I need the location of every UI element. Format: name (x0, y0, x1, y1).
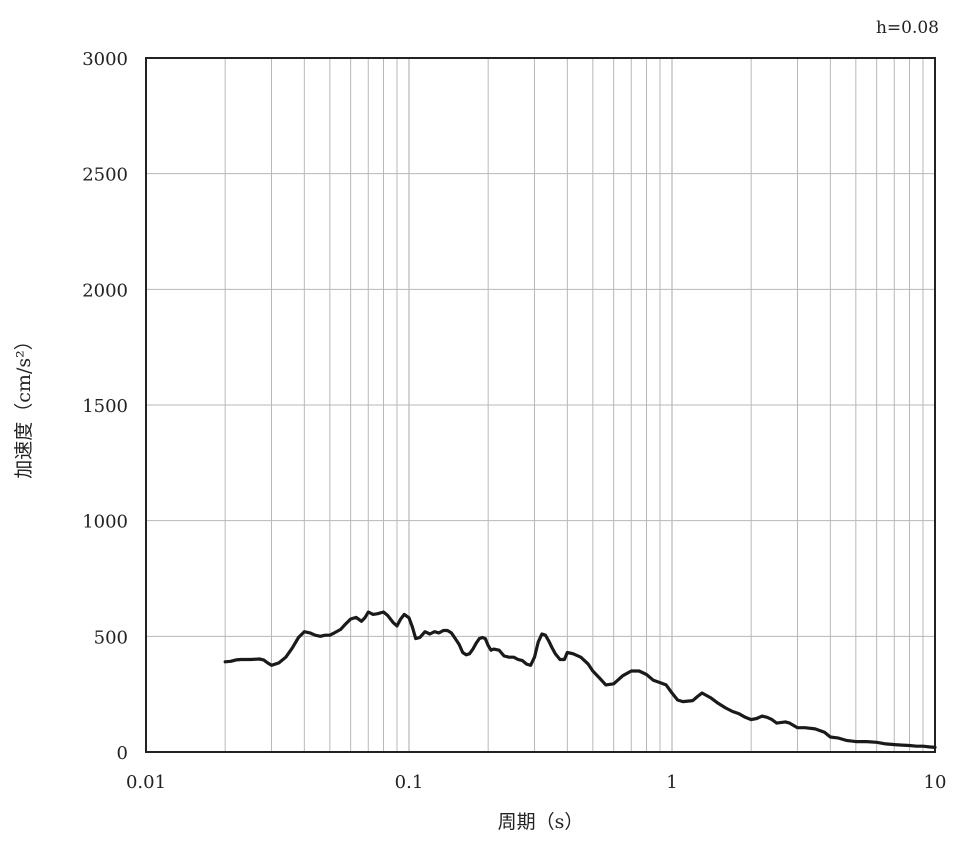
y-tick-label: 500 (94, 627, 128, 648)
y-tick-label: 1500 (82, 396, 128, 417)
y-tick-label: 0 (117, 743, 128, 764)
y-tick-label: 3000 (82, 49, 128, 70)
x-tick-label: 0.1 (395, 772, 424, 793)
x-tick-label: 10 (924, 772, 947, 793)
y-tick-label: 2500 (82, 165, 128, 186)
series-layer (223, 610, 937, 749)
spectrum-series-line (223, 610, 937, 749)
y-tick-label: 2000 (82, 280, 128, 301)
x-tick-labels: 0.01 0.1 1 10 (126, 772, 946, 793)
y-axis-title: 加速度（cm/s²） (13, 331, 35, 478)
x-tick-label: 0.01 (126, 772, 166, 793)
damping-annotation: h=0.08 (876, 18, 939, 38)
y-tick-labels: 0 500 1000 1500 2000 2500 3000 (82, 49, 128, 764)
x-tick-label: 1 (666, 772, 677, 793)
x-axis-title: 周期（s） (498, 811, 584, 833)
plot-frame (145, 57, 936, 753)
grid-layer (145, 57, 936, 753)
y-tick-label: 1000 (82, 512, 128, 533)
